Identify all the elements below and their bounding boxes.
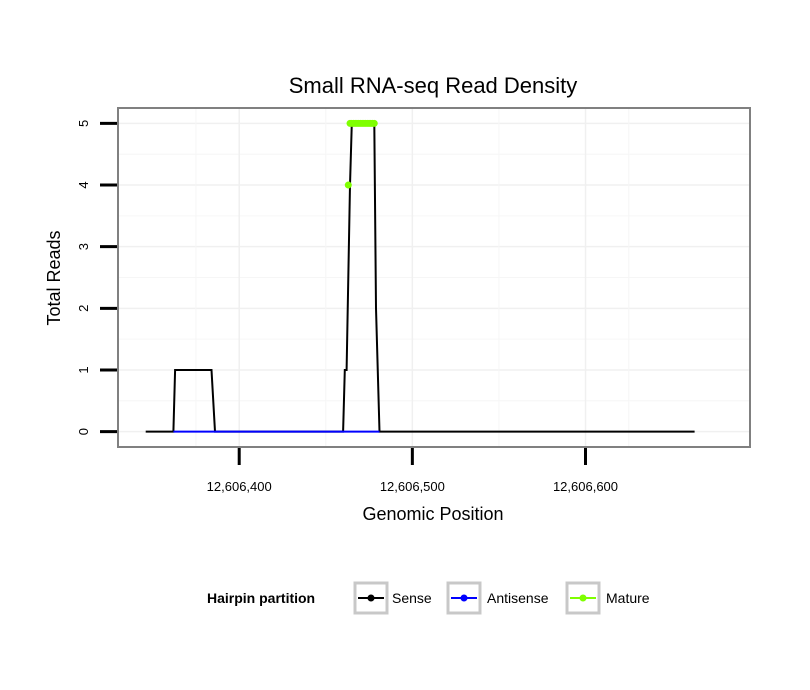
point-mature: [370, 119, 378, 127]
y-tick-label: 3: [76, 243, 91, 250]
chart-title: Small RNA-seq Read Density: [289, 73, 578, 98]
legend-point-antisense: [460, 594, 468, 602]
legend-label-sense: Sense: [392, 590, 432, 606]
x-tick-label: 12,606,600: [553, 479, 618, 494]
x-axis: 12,606,400 12,606,500 12,606,600: [207, 448, 618, 494]
x-axis-label: Genomic Position: [362, 504, 503, 524]
x-tick-label: 12,606,500: [380, 479, 445, 494]
y-axis: 0 1 2 3 4 5: [76, 120, 117, 435]
y-tick-label: 4: [76, 181, 91, 188]
y-tick-label: 2: [76, 305, 91, 312]
legend-point-sense: [367, 594, 375, 602]
y-axis-label: Total Reads: [44, 230, 64, 325]
legend-label-mature: Mature: [606, 590, 650, 606]
grid-lines: [118, 108, 750, 447]
y-tick-label: 5: [76, 120, 91, 127]
legend: Hairpin partition Sense Antisense Mature: [207, 581, 650, 615]
series-layer: [145, 119, 695, 433]
y-tick-label: 1: [76, 366, 91, 373]
legend-point-mature: [579, 594, 587, 602]
series-line-sense: [145, 122, 695, 433]
x-tick-label: 12,606,400: [207, 479, 272, 494]
legend-title: Hairpin partition: [207, 590, 315, 606]
point-mature: [344, 181, 352, 189]
plot-border: [117, 107, 751, 448]
y-tick-label: 0: [76, 428, 91, 435]
legend-label-antisense: Antisense: [487, 590, 549, 606]
